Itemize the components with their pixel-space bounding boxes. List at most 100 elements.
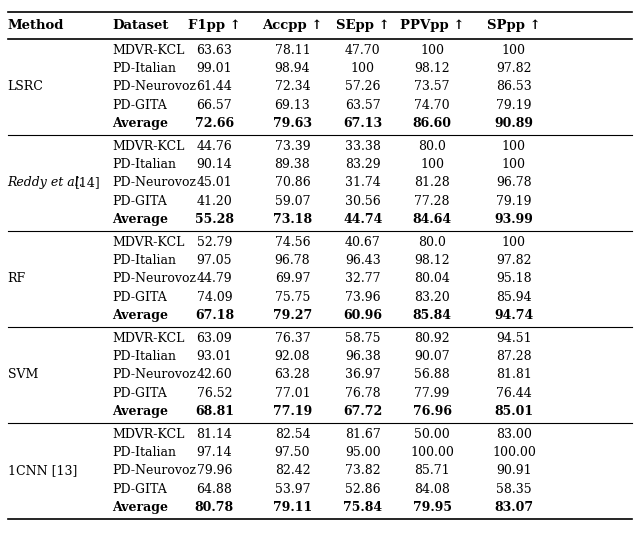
Text: 57.26: 57.26: [345, 80, 381, 93]
Text: 52.79: 52.79: [196, 236, 232, 249]
Text: 79.63: 79.63: [273, 117, 312, 130]
Text: 85.71: 85.71: [414, 465, 450, 477]
Text: 79.11: 79.11: [273, 501, 312, 514]
Text: PD-Italian: PD-Italian: [112, 254, 176, 267]
Text: 63.63: 63.63: [196, 44, 232, 57]
Text: 83.20: 83.20: [414, 291, 450, 304]
Text: Method: Method: [8, 19, 64, 32]
Text: 79.19: 79.19: [496, 195, 532, 208]
Text: 70.86: 70.86: [275, 176, 310, 189]
Text: Average: Average: [112, 501, 168, 514]
Text: 74.56: 74.56: [275, 236, 310, 249]
Text: 81.28: 81.28: [414, 176, 450, 189]
Text: 85.01: 85.01: [494, 405, 534, 418]
Text: 44.76: 44.76: [196, 140, 232, 153]
Text: 73.18: 73.18: [273, 213, 312, 226]
Text: 77.28: 77.28: [414, 195, 450, 208]
Text: 64.88: 64.88: [196, 483, 232, 496]
Text: 1CNN [13]: 1CNN [13]: [8, 465, 77, 477]
Text: 86.60: 86.60: [413, 117, 451, 130]
Text: 90.14: 90.14: [196, 158, 232, 171]
Text: 87.28: 87.28: [496, 350, 532, 363]
Text: 97.82: 97.82: [496, 254, 532, 267]
Text: 97.82: 97.82: [496, 62, 532, 75]
Text: SEpp ↑: SEpp ↑: [336, 19, 390, 32]
Text: PD-GITA: PD-GITA: [112, 291, 167, 304]
Text: 84.08: 84.08: [414, 483, 450, 496]
Text: PD-Neurovoz: PD-Neurovoz: [112, 369, 196, 381]
Text: MDVR-KCL: MDVR-KCL: [112, 428, 184, 441]
Text: Average: Average: [112, 213, 168, 226]
Text: 45.01: 45.01: [196, 176, 232, 189]
Text: 90.89: 90.89: [495, 117, 533, 130]
Text: 83.29: 83.29: [345, 158, 381, 171]
Text: 95.18: 95.18: [496, 273, 532, 285]
Text: 94.74: 94.74: [494, 309, 534, 322]
Text: PD-Italian: PD-Italian: [112, 158, 176, 171]
Text: RF: RF: [8, 273, 26, 285]
Text: 80.92: 80.92: [414, 332, 450, 345]
Text: 44.74: 44.74: [343, 213, 383, 226]
Text: 80.78: 80.78: [195, 501, 234, 514]
Text: 76.37: 76.37: [275, 332, 310, 345]
Text: 33.38: 33.38: [345, 140, 381, 153]
Text: 79.19: 79.19: [496, 99, 532, 112]
Text: 60.96: 60.96: [344, 309, 382, 322]
Text: 59.07: 59.07: [275, 195, 310, 208]
Text: 50.00: 50.00: [414, 428, 450, 441]
Text: 77.19: 77.19: [273, 405, 312, 418]
Text: [14]: [14]: [75, 176, 100, 189]
Text: 89.38: 89.38: [275, 158, 310, 171]
Text: 42.60: 42.60: [196, 369, 232, 381]
Text: 73.57: 73.57: [414, 80, 450, 93]
Text: 83.00: 83.00: [496, 428, 532, 441]
Text: 97.14: 97.14: [196, 446, 232, 459]
Text: 79.95: 79.95: [413, 501, 451, 514]
Text: 32.77: 32.77: [345, 273, 381, 285]
Text: 67.18: 67.18: [195, 309, 234, 322]
Text: PD-Neurovoz: PD-Neurovoz: [112, 176, 196, 189]
Text: PD-Neurovoz: PD-Neurovoz: [112, 465, 196, 477]
Text: Average: Average: [112, 309, 168, 322]
Text: 67.72: 67.72: [343, 405, 383, 418]
Text: 41.20: 41.20: [196, 195, 232, 208]
Text: 81.67: 81.67: [345, 428, 381, 441]
Text: 80.0: 80.0: [418, 140, 446, 153]
Text: PD-Neurovoz: PD-Neurovoz: [112, 273, 196, 285]
Text: 100: 100: [502, 236, 526, 249]
Text: PD-GITA: PD-GITA: [112, 99, 167, 112]
Text: 77.99: 77.99: [414, 387, 450, 400]
Text: Reddy et al.: Reddy et al.: [8, 176, 83, 189]
Text: 96.78: 96.78: [275, 254, 310, 267]
Text: PD-Neurovoz: PD-Neurovoz: [112, 80, 196, 93]
Text: 47.70: 47.70: [345, 44, 381, 57]
Text: 63.09: 63.09: [196, 332, 232, 345]
Text: 58.75: 58.75: [345, 332, 381, 345]
Text: 78.11: 78.11: [275, 44, 310, 57]
Text: PD-Italian: PD-Italian: [112, 446, 176, 459]
Text: LSRC: LSRC: [8, 80, 44, 93]
Text: 63.57: 63.57: [345, 99, 381, 112]
Text: 69.13: 69.13: [275, 99, 310, 112]
Text: 85.84: 85.84: [413, 309, 451, 322]
Text: 40.67: 40.67: [345, 236, 381, 249]
Text: 76.96: 76.96: [413, 405, 451, 418]
Text: Average: Average: [112, 117, 168, 130]
Text: 90.07: 90.07: [414, 350, 450, 363]
Text: MDVR-KCL: MDVR-KCL: [112, 140, 184, 153]
Text: 55.28: 55.28: [195, 213, 234, 226]
Text: 81.14: 81.14: [196, 428, 232, 441]
Text: 58.35: 58.35: [496, 483, 532, 496]
Text: 100: 100: [502, 44, 526, 57]
Text: 80.04: 80.04: [414, 273, 450, 285]
Text: 30.56: 30.56: [345, 195, 381, 208]
Text: 86.53: 86.53: [496, 80, 532, 93]
Text: 99.01: 99.01: [196, 62, 232, 75]
Text: 56.88: 56.88: [414, 369, 450, 381]
Text: 96.78: 96.78: [496, 176, 532, 189]
Text: 74.70: 74.70: [414, 99, 450, 112]
Text: 79.27: 79.27: [273, 309, 312, 322]
Text: 53.97: 53.97: [275, 483, 310, 496]
Text: 98.94: 98.94: [275, 62, 310, 75]
Text: 76.44: 76.44: [496, 387, 532, 400]
